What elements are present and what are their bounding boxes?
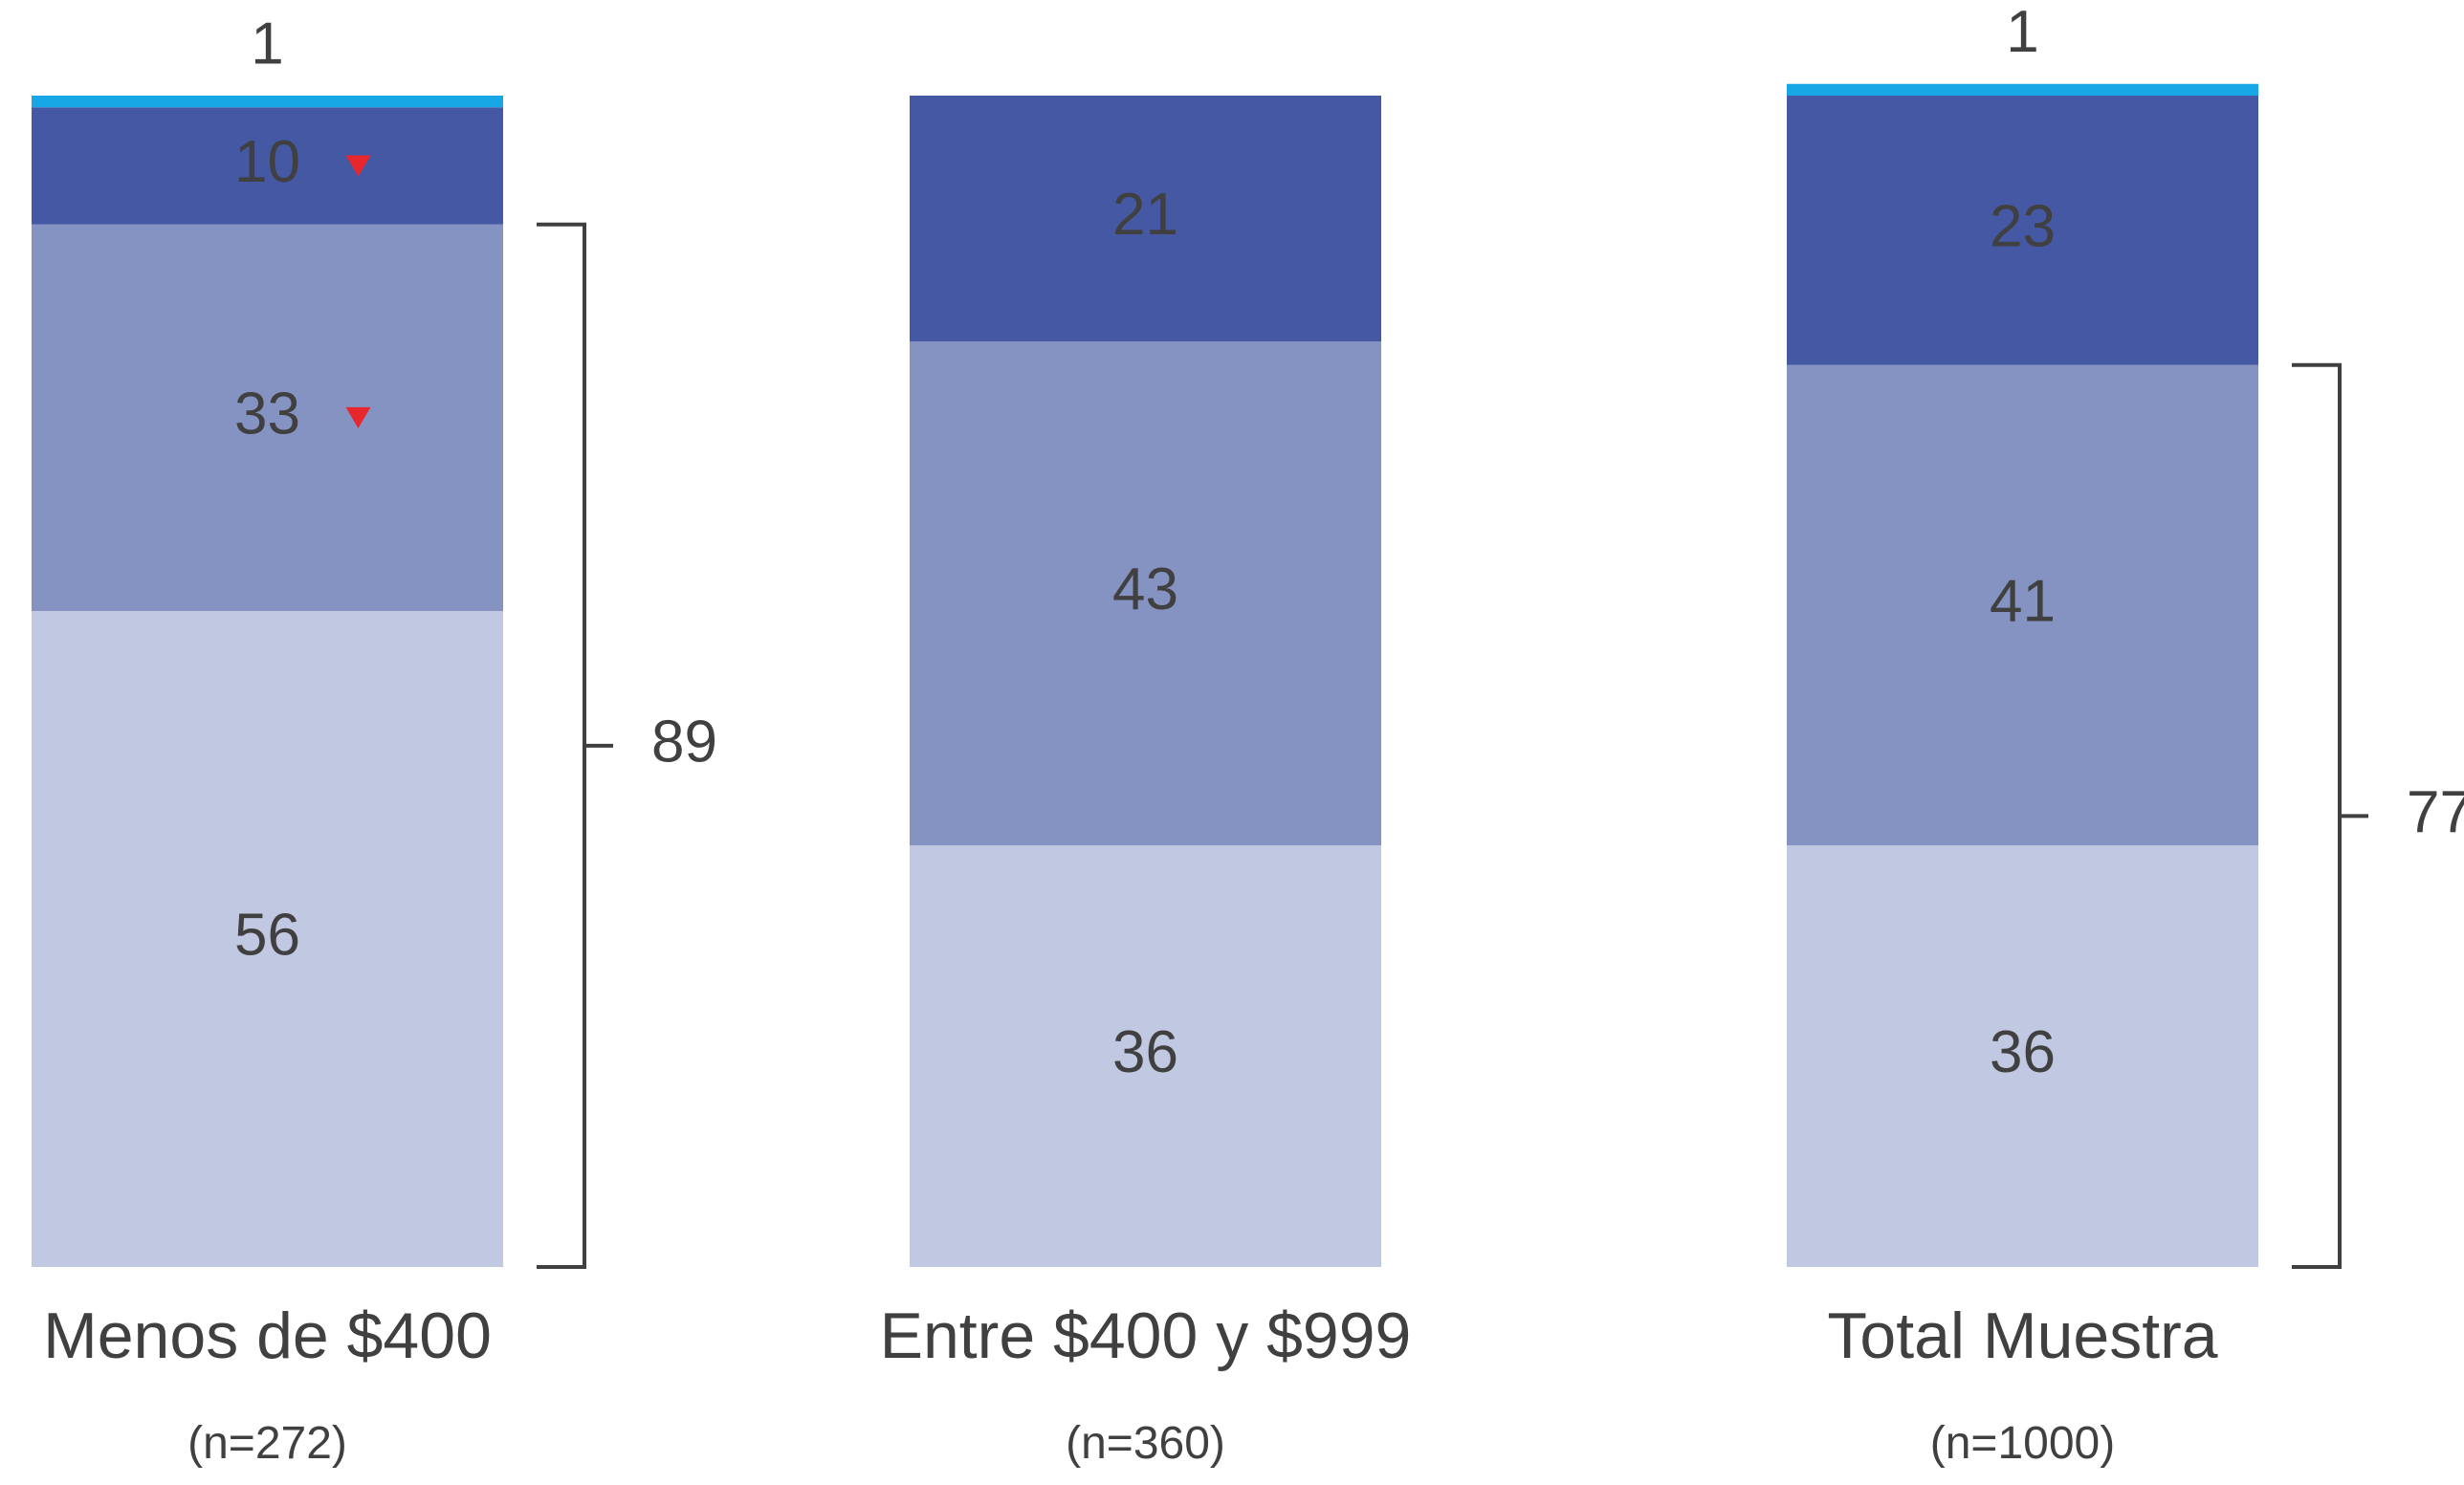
bar-segment — [32, 107, 503, 225]
bracket — [537, 222, 613, 1269]
data-label: 23 — [1990, 193, 2056, 259]
category-label: Menos de $400 — [43, 1299, 492, 1372]
data-label: 1 — [2006, 0, 2038, 65]
down-triangle-icon — [345, 155, 371, 177]
bar-segment — [32, 224, 503, 611]
data-label: 21 — [1112, 182, 1178, 248]
bar-segment — [32, 96, 503, 108]
data-label: 43 — [1112, 557, 1178, 622]
sample-size-label: (n=360) — [1066, 1418, 1225, 1469]
bar-segment — [1787, 364, 2258, 845]
sample-size-label: (n=1000) — [1930, 1418, 2115, 1469]
bar-segment — [1787, 96, 2258, 365]
bracket — [2292, 362, 2368, 1269]
down-triangle-icon — [345, 406, 371, 428]
bracket-total-label: 89 — [651, 709, 717, 775]
data-label: 41 — [1990, 568, 2056, 634]
data-label: 36 — [1990, 1019, 2056, 1085]
data-label: 36 — [1112, 1019, 1178, 1085]
sample-size-label: (n=272) — [187, 1418, 347, 1469]
bar-segment — [910, 96, 1381, 342]
data-label: 1 — [251, 11, 283, 76]
bracket-total-label: 77 — [2407, 779, 2464, 845]
category-label: Total Muestra — [1827, 1299, 2217, 1372]
bar-segment — [1787, 83, 2258, 96]
bar-segment — [32, 611, 503, 1267]
data-label: 33 — [234, 381, 300, 447]
data-label: 10 — [234, 129, 300, 195]
bar-segment — [1787, 845, 2258, 1267]
category-label: Entre $400 y $999 — [880, 1299, 1412, 1372]
data-label: 56 — [234, 902, 300, 968]
bar-segment — [910, 845, 1381, 1267]
bar-segment — [910, 341, 1381, 845]
